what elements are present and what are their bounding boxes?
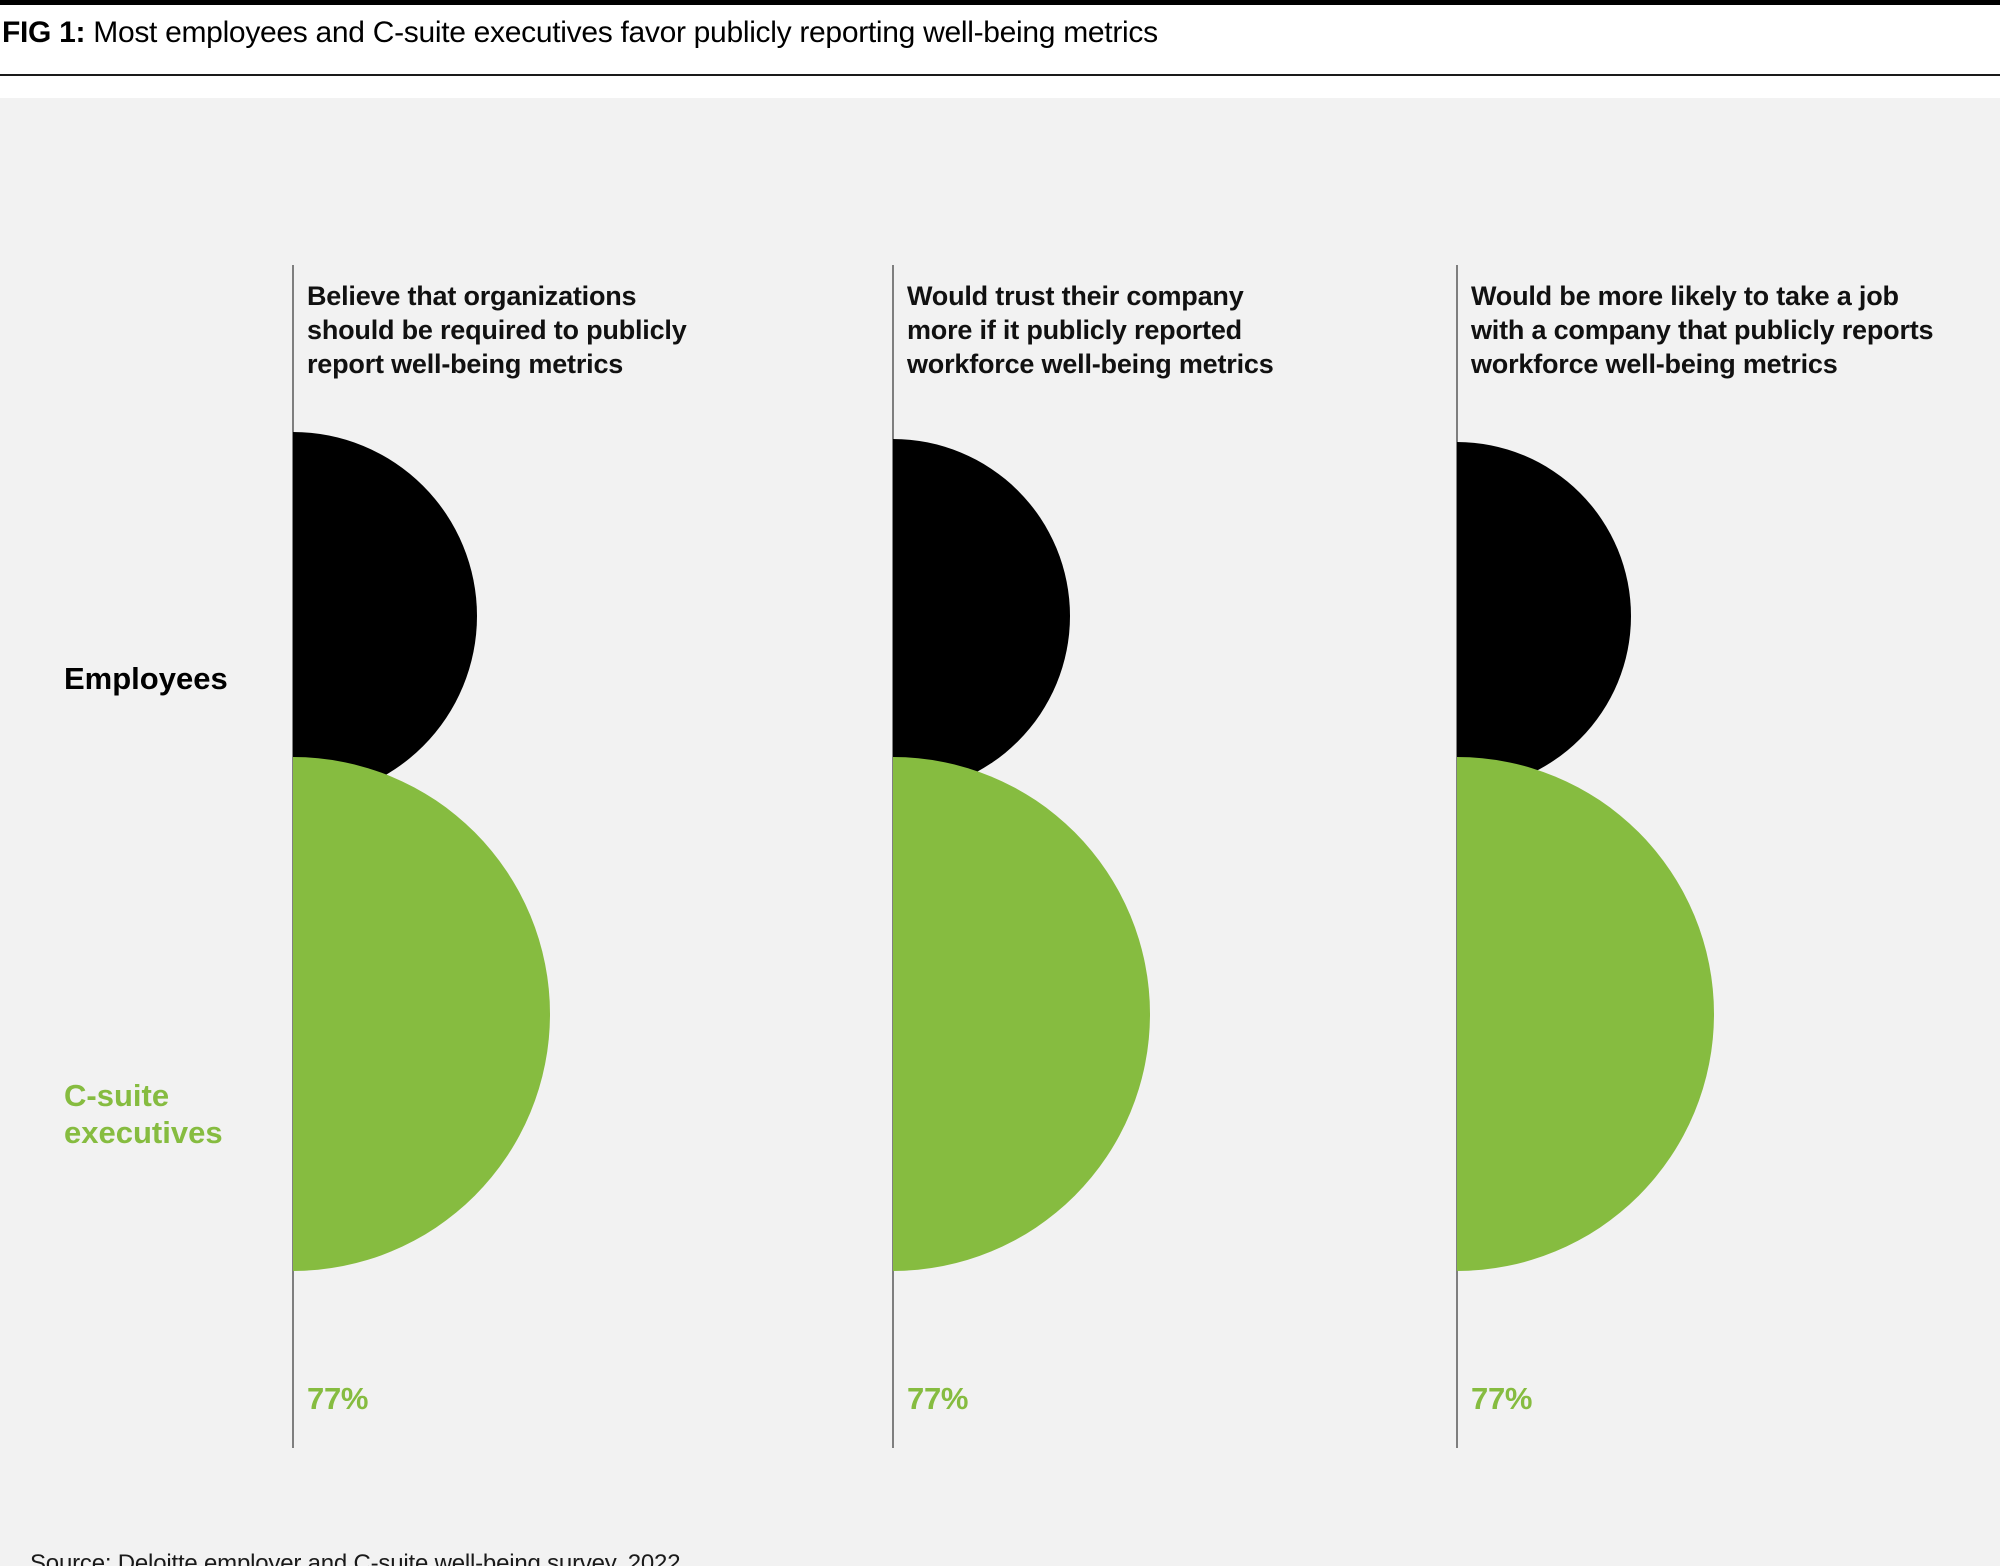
employees-semicircle-2 bbox=[893, 439, 1070, 793]
column-header-line: report well-being metrics bbox=[307, 349, 624, 379]
source-line1: Source: Deloitte employer and C-suite we… bbox=[30, 1550, 687, 1566]
chart-area: Employees C-suite executives Believe tha… bbox=[0, 98, 2000, 1566]
figure-title: FIG 1: Most employees and C-suite execut… bbox=[2, 16, 1158, 50]
csuite-semicircle-3 bbox=[1457, 757, 1714, 1271]
chart-column-3: Would be more likely to take a job with … bbox=[1456, 98, 2000, 1566]
csuite-semicircle-2 bbox=[893, 757, 1150, 1271]
source-note: Source: Deloitte employer and C-suite we… bbox=[30, 1547, 687, 1566]
chart-column-2: Would trust their company more if it pub… bbox=[892, 98, 1453, 1566]
csuite-semicircle-1 bbox=[293, 757, 550, 1271]
column-header-line: Would trust their company bbox=[907, 281, 1244, 311]
figure-label: FIG 1: bbox=[2, 16, 86, 49]
csuite-value-1: 77% bbox=[307, 1381, 369, 1416]
title-divider bbox=[0, 74, 2000, 76]
csuite-value-3: 77% bbox=[1471, 1381, 1533, 1416]
top-accent-bar bbox=[0, 0, 2000, 5]
column-header-line: should be required to publicly bbox=[307, 315, 687, 345]
row-label-csuite-line1: C-suite bbox=[64, 1078, 170, 1113]
column-header-line: more if it publicly reported bbox=[907, 315, 1242, 345]
row-label-csuite-line2: executives bbox=[64, 1115, 223, 1150]
row-label-employees: Employees bbox=[64, 661, 228, 696]
row-label-csuite: C-suite executives bbox=[64, 1077, 223, 1151]
column-header-line: with a company that publicly reports bbox=[1471, 315, 1934, 345]
column-header-line: Believe that organizations bbox=[307, 281, 637, 311]
figure-title-text: Most employees and C-suite executives fa… bbox=[93, 16, 1158, 49]
column-header-line: workforce well-being metrics bbox=[907, 349, 1274, 379]
csuite-value-2: 77% bbox=[907, 1381, 969, 1416]
column-header-line: workforce well-being metrics bbox=[1471, 349, 1838, 379]
employees-semicircle-3 bbox=[1457, 442, 1631, 790]
column-header-line: Would be more likely to take a job bbox=[1471, 281, 1899, 311]
column-header-2: Would trust their company more if it pub… bbox=[907, 279, 1274, 381]
chart-column-1: Believe that organizations should be req… bbox=[292, 98, 853, 1566]
column-header-1: Believe that organizations should be req… bbox=[307, 279, 687, 381]
column-header-3: Would be more likely to take a job with … bbox=[1471, 279, 1934, 381]
employees-semicircle-1 bbox=[293, 432, 477, 800]
